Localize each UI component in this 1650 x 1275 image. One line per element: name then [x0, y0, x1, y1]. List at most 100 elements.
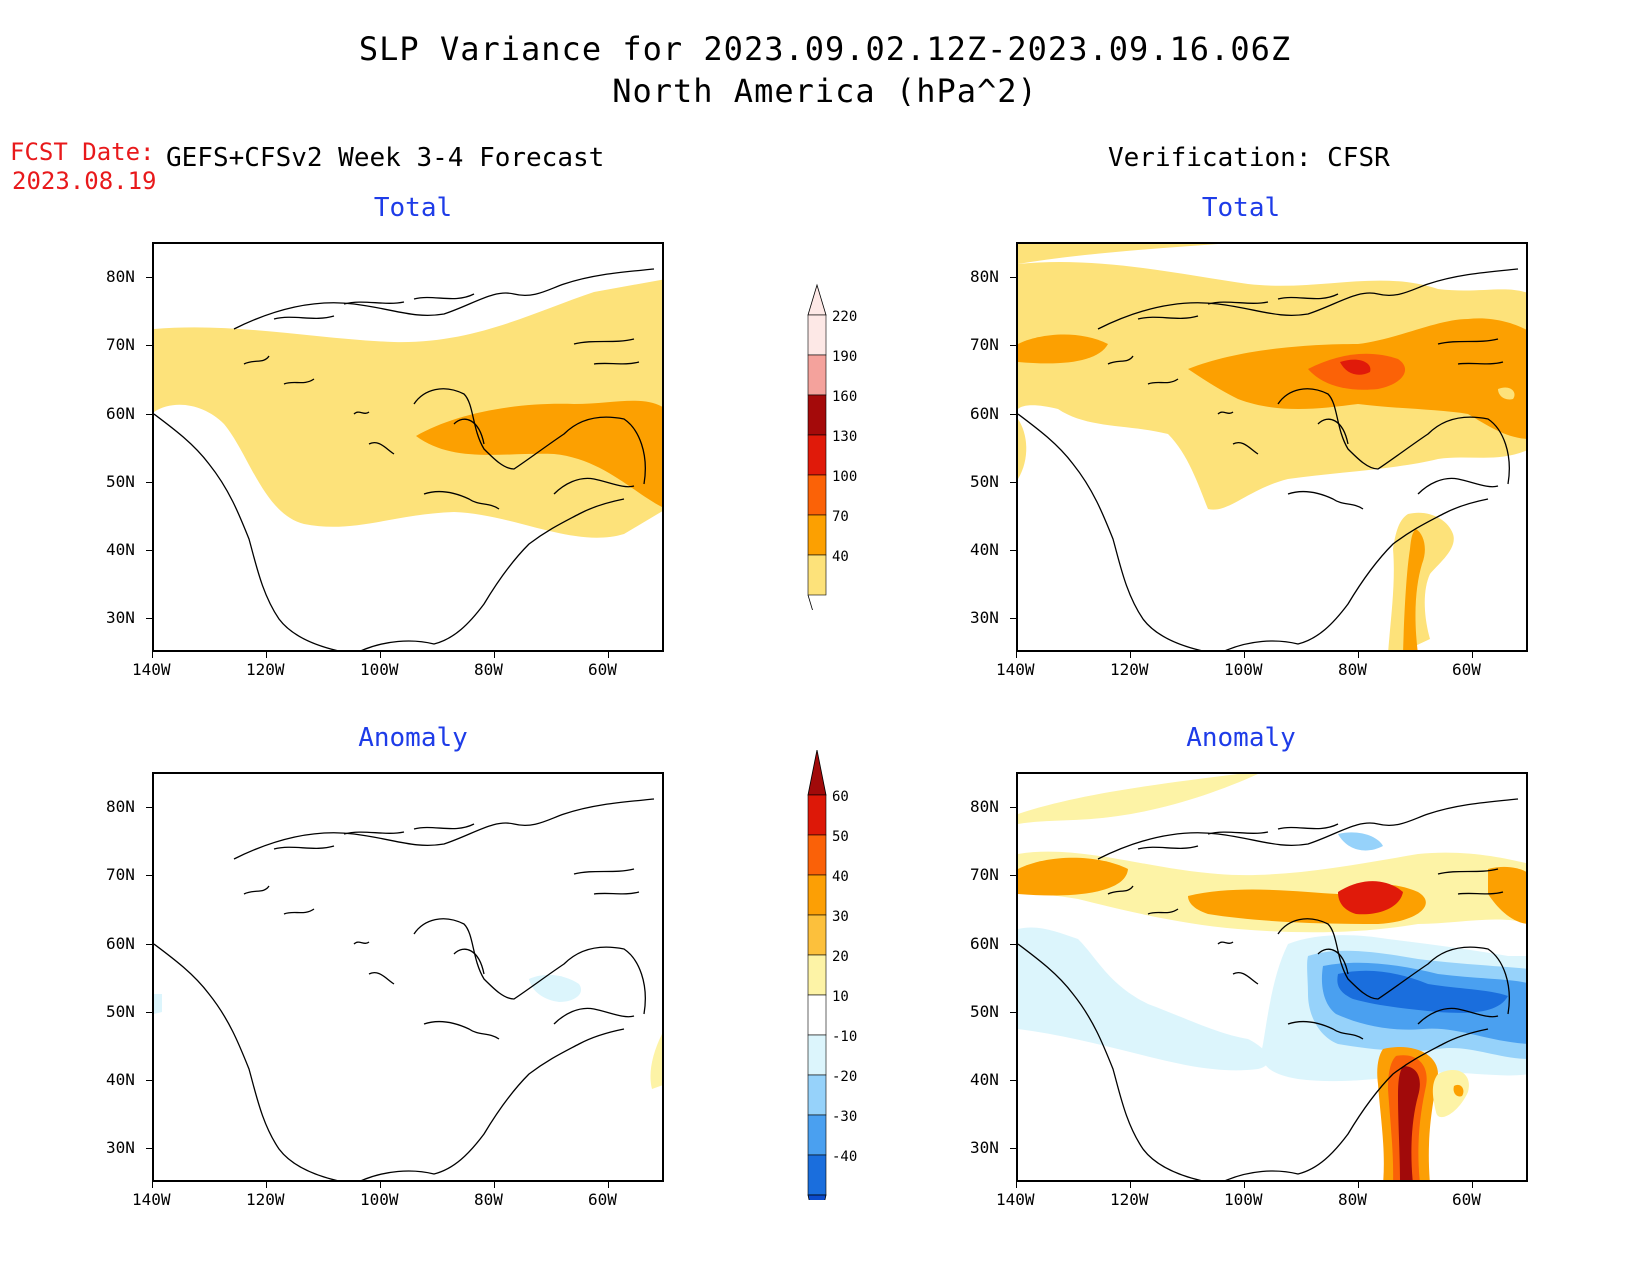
lat-tick-mark [1010, 277, 1016, 278]
colorbar-label: 70 [832, 509, 849, 525]
colorbar-label: 100 [832, 469, 857, 485]
lat-tick-label: 80N [106, 267, 135, 286]
panel-title-forecast-anomaly: Anomaly [358, 723, 468, 753]
lat-tick-mark [1010, 1012, 1016, 1013]
colorbar-swatch [807, 354, 827, 396]
colorbar-swatch [807, 1074, 827, 1116]
colorbar-swatch [807, 794, 827, 836]
colorbar-label: 40 [832, 549, 849, 565]
lat-tick-label: 40N [106, 540, 135, 559]
map-verification-anomaly [1016, 772, 1528, 1182]
lon-tick-label: 120W [246, 1190, 285, 1209]
lon-tick-mark [1016, 1182, 1017, 1188]
verification-header: Verification: CFSR [1108, 143, 1390, 173]
colorbar-swatch [807, 954, 827, 996]
lon-tick-label: 100W [360, 1190, 399, 1209]
lat-tick-label: 30N [970, 1138, 999, 1157]
lon-tick-mark [1244, 652, 1245, 658]
lat-tick-label: 40N [106, 1070, 135, 1089]
colorbar-top-triangle [807, 283, 827, 316]
lat-tick-label: 60N [970, 404, 999, 423]
lon-tick-mark [494, 652, 495, 658]
lat-tick-mark [1010, 875, 1016, 876]
colorbar-swatch [807, 1034, 827, 1076]
lon-tick-label: 120W [246, 660, 285, 679]
lon-tick-label: 140W [996, 1190, 1035, 1209]
chart-title: SLP Variance for 2023.09.02.12Z-2023.09.… [358, 30, 1292, 68]
lat-tick-mark [1010, 482, 1016, 483]
lat-tick-mark [1010, 345, 1016, 346]
lon-tick-mark [1130, 652, 1131, 658]
lat-tick-mark [1010, 944, 1016, 945]
lon-tick-label: 80W [1338, 1190, 1367, 1209]
lon-tick-mark [152, 652, 153, 658]
lon-tick-label: 140W [132, 660, 171, 679]
colorbar-swatch [807, 554, 827, 596]
lat-tick-mark [1010, 414, 1016, 415]
lat-tick-label: 70N [106, 865, 135, 884]
colorbar-label: 130 [832, 429, 857, 445]
lon-tick-mark [494, 1182, 495, 1188]
lat-tick-label: 50N [970, 472, 999, 491]
lat-tick-mark [1010, 807, 1016, 808]
lon-tick-mark [1472, 1182, 1473, 1188]
colorbar-swatch [807, 394, 827, 436]
colorbar-swatch [807, 1154, 827, 1196]
lat-tick-mark [1010, 550, 1016, 551]
lon-tick-label: 120W [1110, 1190, 1149, 1209]
colorbar-label: 40 [832, 869, 849, 885]
lat-tick-label: 60N [106, 934, 135, 953]
lat-tick-mark [146, 345, 152, 346]
lat-tick-label: 80N [970, 267, 999, 286]
colorbar-label: 190 [832, 349, 857, 365]
lat-tick-mark [146, 550, 152, 551]
lat-tick-label: 30N [970, 608, 999, 627]
map-verification-total-svg [1018, 244, 1526, 650]
anomaly-colorbar: 60 50 40 30 20 10 -10 -20 -30 -40 [807, 750, 857, 1200]
lat-tick-label: 80N [970, 797, 999, 816]
colorbar-label: -10 [832, 1029, 857, 1045]
lon-tick-label: 100W [1224, 660, 1263, 679]
lat-tick-label: 30N [106, 608, 135, 627]
lon-tick-mark [380, 652, 381, 658]
lon-tick-label: 120W [1110, 660, 1149, 679]
lat-tick-label: 80N [106, 797, 135, 816]
colorbar-bottom-line [807, 594, 813, 610]
lon-tick-label: 80W [474, 660, 503, 679]
lon-tick-label: 100W [1224, 1190, 1263, 1209]
lat-tick-label: 50N [106, 472, 135, 491]
lon-tick-label: 60W [588, 660, 617, 679]
colorbar-swatch [807, 314, 827, 356]
lon-tick-label: 140W [996, 660, 1035, 679]
map-forecast-total-svg [154, 268, 662, 650]
lat-tick-label: 40N [970, 540, 999, 559]
lat-tick-label: 50N [106, 1002, 135, 1021]
lon-tick-label: 60W [1452, 660, 1481, 679]
lat-tick-mark [146, 414, 152, 415]
panel-title-verification-total: Total [1201, 193, 1281, 223]
lat-tick-mark [146, 482, 152, 483]
lon-tick-mark [380, 1182, 381, 1188]
colorbar-label: 60 [832, 789, 849, 805]
lat-tick-mark [1010, 1148, 1016, 1149]
lon-tick-label: 60W [588, 1190, 617, 1209]
lat-tick-mark [146, 875, 152, 876]
lon-tick-mark [1358, 1182, 1359, 1188]
lon-tick-label: 80W [1338, 660, 1367, 679]
map-verification-anomaly-svg [1018, 774, 1526, 1180]
lon-tick-mark [608, 652, 609, 658]
lon-tick-label: 60W [1452, 1190, 1481, 1209]
lat-tick-mark [146, 1080, 152, 1081]
colorbar-swatch [807, 514, 827, 556]
lat-tick-mark [146, 944, 152, 945]
map-forecast-anomaly [152, 772, 664, 1182]
map-verification-total [1016, 242, 1528, 652]
lon-tick-label: 80W [474, 1190, 503, 1209]
colorbar-label: 30 [832, 909, 849, 925]
colorbar-swatch [807, 834, 827, 876]
lon-tick-mark [1244, 1182, 1245, 1188]
lat-tick-mark [146, 807, 152, 808]
lat-tick-label: 50N [970, 1002, 999, 1021]
lat-tick-label: 30N [106, 1138, 135, 1157]
colorbar-label: -30 [832, 1109, 857, 1125]
